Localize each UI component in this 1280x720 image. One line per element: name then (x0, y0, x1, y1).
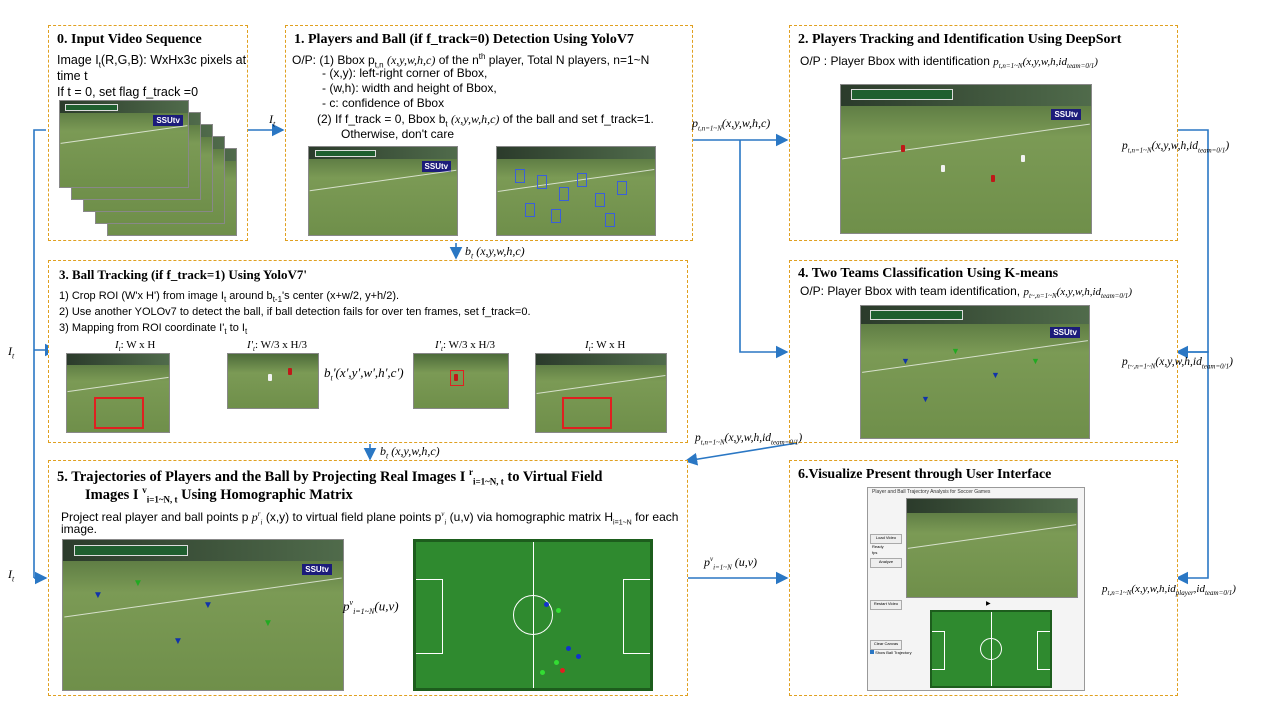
box4-line: O/P: Player Bbox with team identificatio… (800, 284, 1132, 301)
gui-video-frame (906, 498, 1078, 598)
box3-line2: 2) Use another YOLOv7 to detect the ball… (59, 306, 531, 318)
box2-title: 2. Players Tracking and Identification U… (798, 32, 1122, 47)
roi-detected-frame (413, 353, 509, 409)
arrow-label-1-to-3: bt (x,y,w,h,c) (465, 244, 525, 261)
box1-line6: Otherwise, don't care (341, 127, 455, 141)
arrow-label-2-right: pt,n=1~N(x,y,w,h,idteam=0/1) (1122, 140, 1230, 155)
box5-desc-line2: image. (61, 522, 98, 536)
box1-line2: - (x,y): left-right corner of Bbox, (322, 66, 488, 80)
box-input-video: 0. Input Video Sequence Image It(R,G,B):… (48, 25, 248, 241)
box3-line1: 1) Crop ROI (W'x H') from image It aroun… (59, 290, 400, 305)
box1-line1: O/P: (1) Bbox pt,n (x,y,w,h,c) of the nt… (292, 52, 650, 70)
projection-real-frame: SSUtv ▼ ▼ ▼ ▼ ▼ (62, 539, 344, 691)
roi-full-frame-2 (535, 353, 667, 433)
arrow-2-right (1175, 129, 1209, 359)
detection-input-frame: SSUtv (308, 146, 458, 236)
arrow-1-to-4 (739, 140, 789, 359)
gui-ready-text: Ready (872, 544, 884, 549)
box2-line: O/P : Player Bbox with identification pt… (800, 54, 1098, 71)
gui-fps-text: fps (872, 550, 878, 555)
gui-restart-button[interactable]: Restart Video (870, 600, 902, 610)
box5-title-line2: Images I vi=1~N, t Using Homographic Mat… (85, 485, 353, 505)
arrow-label-3-to-5: bt (x,y,w,h,c) (380, 444, 440, 461)
frame-stack-1: SSUtv (59, 100, 189, 188)
box1-line4: - c: confidence of Bbox (322, 96, 445, 110)
arrow-4-right (1175, 351, 1209, 585)
gui-play-icon[interactable]: ▶ (986, 601, 991, 607)
box-user-interface: 6.Visualize Present through User Interfa… (789, 460, 1178, 696)
arrow-label-4-right: pt~,n=1~N(x,y,w,h,idteam=0/1) (1122, 356, 1233, 371)
roi-img4-label: It: W x H (585, 339, 626, 354)
box3-title: 3. Ball Tracking (if f_track=1) Using Yo… (59, 267, 308, 282)
roi-full-frame-1 (66, 353, 170, 433)
box5-title-line1: 5. Trajectories of Players and the Ball … (57, 467, 603, 487)
arrow-label-4-to-5: pt,n=1~N(x,y,w,h,idteam=0/1) (695, 432, 803, 447)
detection-output-frame (496, 146, 656, 236)
roi-arrow-label: bt'(x',y',w',h',c') (324, 365, 404, 383)
arrow-4-to-5 (684, 442, 798, 466)
roi-img3-label: I't: W/3 x H/3 (435, 339, 496, 354)
box6-title: 6.Visualize Present through User Interfa… (798, 467, 1052, 482)
arrow-label-6-right: pt,n=1~N(x,y,w,h,idplayer,idteam=0/1) (1102, 583, 1236, 598)
virtual-field (413, 539, 653, 691)
roi-img2-label: I't: W/3 x H/3 (247, 339, 308, 354)
gui-trajectory-label: Show Ball Trajectory (875, 650, 912, 655)
gui-analyze-button[interactable]: Analyze (870, 558, 902, 568)
box0-line3: If t = 0, set flag f_track =0 (57, 85, 199, 99)
projection-arrow-label: pvi=1~N(u,v) (343, 598, 399, 616)
arrow-label-5-to-6: pvi=1~N (u,v) (704, 555, 758, 572)
tracking-frame: SSUtv (840, 84, 1092, 234)
box1-title: 1. Players and Ball (if f_track=0) Detec… (294, 32, 634, 47)
gui-title-bar: Player and Ball Trajectory Analysis for … (872, 489, 991, 495)
arrow-label-0-to-1: It (269, 112, 276, 129)
box-detection: 1. Players and Ball (if f_track=0) Detec… (285, 25, 693, 241)
arrow-label-left-to-3: It (8, 344, 15, 361)
box-ball-tracking: 3. Ball Tracking (if f_track=1) Using Yo… (48, 260, 688, 443)
box3-line3: 3) Mapping from ROI coordinate I't to It (59, 322, 248, 337)
arrow-label-left-to-5: It (8, 567, 15, 584)
gui-trajectory-checkbox[interactable]: Show Ball Trajectory (870, 650, 912, 655)
checkbox-icon[interactable] (870, 650, 874, 654)
gui-clear-button[interactable]: Clear Canvas (870, 640, 902, 650)
roi-crop-frame (227, 353, 319, 409)
box0-line2: time t (57, 69, 88, 83)
box-tracking: 2. Players Tracking and Identification U… (789, 25, 1178, 241)
box0-title: 0. Input Video Sequence (57, 32, 202, 47)
gui-load-button[interactable]: Load Video (870, 534, 902, 544)
box1-line5: (2) If f_track = 0, Bbox bt (x,y,w,h,c) … (317, 112, 654, 129)
box4-title: 4. Two Teams Classification Using K-mean… (798, 266, 1059, 281)
gui-window: Player and Ball Trajectory Analysis for … (867, 487, 1085, 691)
box-team-classification: 4. Two Teams Classification Using K-mean… (789, 260, 1178, 443)
arrow-left-spine (33, 129, 46, 578)
box-trajectory-projection: 5. Trajectories of Players and the Ball … (48, 460, 688, 696)
team-classification-frame: SSUtv ▼ ▼ ▼ ▼ ▼ (860, 305, 1090, 439)
roi-img1-label: It: W x H (115, 339, 156, 354)
arrow-label-1-to-2: pt,n=1~N(x,y,w,h,c) (692, 116, 771, 133)
box0-line1: Image It(R,G,B): WxHx3c pixels at (57, 53, 247, 70)
box1-line3: - (w,h): width and height of Bbox, (322, 81, 497, 95)
box5-desc-line1: Project real player and ball points p pr… (61, 510, 679, 527)
gui-virtual-field (930, 610, 1052, 688)
